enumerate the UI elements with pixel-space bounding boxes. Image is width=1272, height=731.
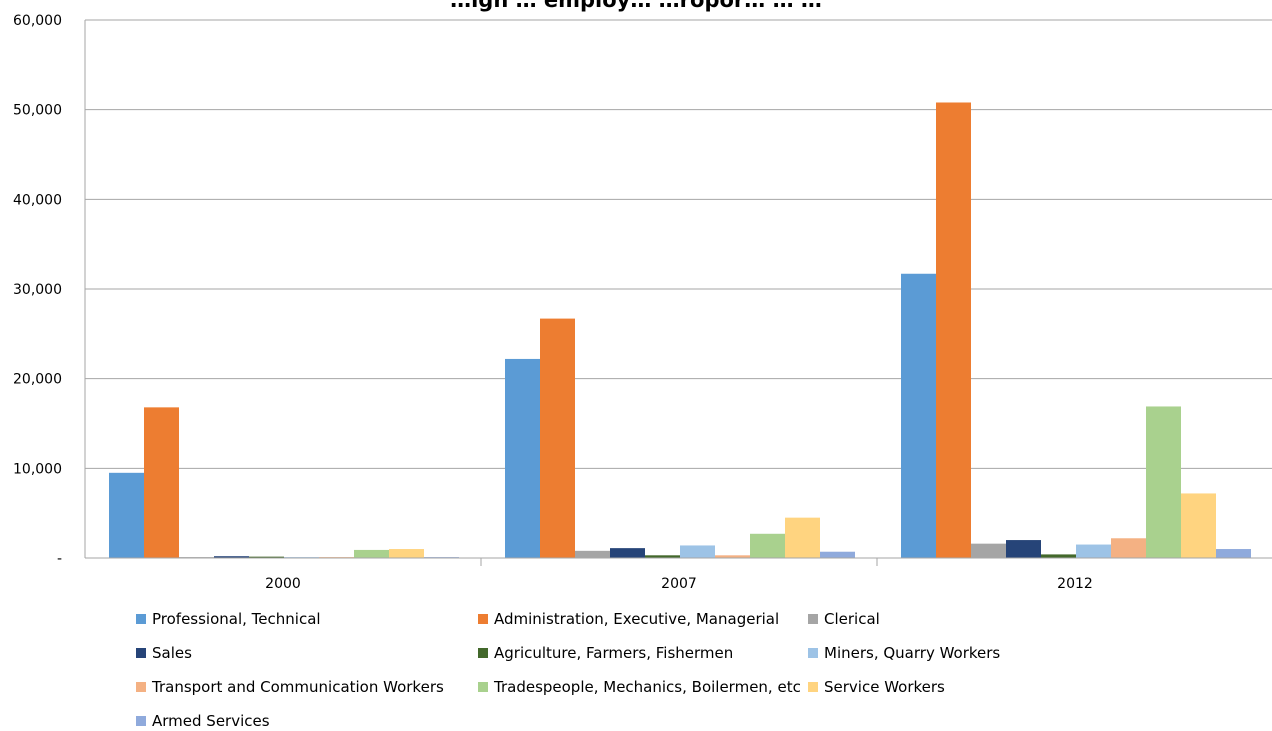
- legend-swatch: [136, 648, 146, 658]
- bar: [1076, 544, 1111, 558]
- legend-swatch: [136, 716, 146, 726]
- chart-title: …ign … employ… …ropor… … …: [450, 0, 822, 12]
- y-tick-labels: - 10,000 20,000 30,000 40,000 50,000 60,000: [13, 13, 62, 567]
- legend-label: Service Workers: [824, 678, 945, 696]
- bar: [936, 102, 971, 558]
- bar: [1181, 493, 1216, 558]
- bar: [715, 555, 750, 558]
- bar: [505, 358, 540, 558]
- y-tick-label: 50,000: [13, 103, 62, 119]
- bar: [144, 407, 179, 558]
- y-tick-label: 30,000: [13, 282, 62, 298]
- legend-swatch: [808, 614, 818, 624]
- legend-swatch: [478, 682, 488, 692]
- bar: [540, 318, 575, 558]
- x-tick-label: 2007: [661, 576, 697, 592]
- y-tick-label: 40,000: [13, 192, 62, 208]
- bar: [1006, 540, 1041, 558]
- bar: [214, 556, 249, 558]
- legend-item: Service Workers: [808, 678, 945, 696]
- x-tick-label: 2012: [1057, 576, 1093, 592]
- bar: [680, 545, 715, 558]
- gridlines: [85, 19, 1272, 469]
- legend-item: Transport and Communication Workers: [136, 678, 444, 696]
- bar: [901, 273, 936, 558]
- bar: [1041, 554, 1076, 558]
- x-tick-labels: 2000 2007 2012: [265, 576, 1093, 592]
- y-tick-label: -: [57, 551, 62, 567]
- legend-item: Clerical: [808, 610, 880, 628]
- y-tick-label: 10,000: [13, 461, 62, 477]
- bar: [109, 472, 144, 558]
- x-tick-label: 2000: [265, 576, 301, 592]
- legend-item: Administration, Executive, Managerial: [478, 610, 779, 628]
- bar: [785, 517, 820, 558]
- axes: [84, 20, 1272, 566]
- legend-label: Administration, Executive, Managerial: [494, 610, 780, 628]
- bar: [1146, 406, 1181, 558]
- legend-item: Professional, Technical: [136, 610, 321, 628]
- bar: [1111, 538, 1146, 558]
- legend-label: Sales: [152, 644, 192, 662]
- legend-label: Agriculture, Farmers, Fishermen: [494, 644, 734, 662]
- legend-label: Tradespeople, Mechanics, Boilermen, etc: [494, 678, 801, 696]
- legend-swatch: [478, 648, 488, 658]
- legend-item: Agriculture, Farmers, Fishermen: [478, 644, 733, 662]
- legend-item: Armed Services: [136, 712, 270, 730]
- bars: [109, 102, 1251, 558]
- legend-item: Miners, Quarry Workers: [808, 644, 1000, 662]
- legend-item: Sales: [136, 644, 192, 662]
- legend-label: Armed Services: [152, 712, 270, 730]
- legend-swatch: [808, 682, 818, 692]
- legend-label: Professional, Technical: [152, 610, 321, 628]
- bar: [820, 551, 855, 558]
- bar: [971, 543, 1006, 558]
- y-tick-label: 20,000: [13, 372, 62, 388]
- legend-label: Miners, Quarry Workers: [824, 644, 1001, 662]
- legend-label: Transport and Communication Workers: [152, 678, 444, 696]
- legend-swatch: [478, 614, 488, 624]
- bar: [610, 548, 645, 558]
- chart-plot: - 10,000 20,000 30,000 40,000 50,000 60,000 20…: [13, 13, 1272, 592]
- bar: [1216, 549, 1251, 558]
- bar: [249, 556, 284, 558]
- bar: [389, 549, 424, 558]
- legend-swatch: [808, 648, 818, 658]
- bar: [575, 550, 610, 558]
- legend-label: Clerical: [824, 610, 880, 628]
- y-tick-label: 60,000: [13, 13, 62, 29]
- legend-item: Tradespeople, Mechanics, Boilermen, etc: [478, 678, 801, 696]
- bar: [750, 533, 785, 558]
- legend-swatch: [136, 682, 146, 692]
- bar: [645, 555, 680, 558]
- bar: [354, 549, 389, 558]
- legend-swatch: [136, 614, 146, 624]
